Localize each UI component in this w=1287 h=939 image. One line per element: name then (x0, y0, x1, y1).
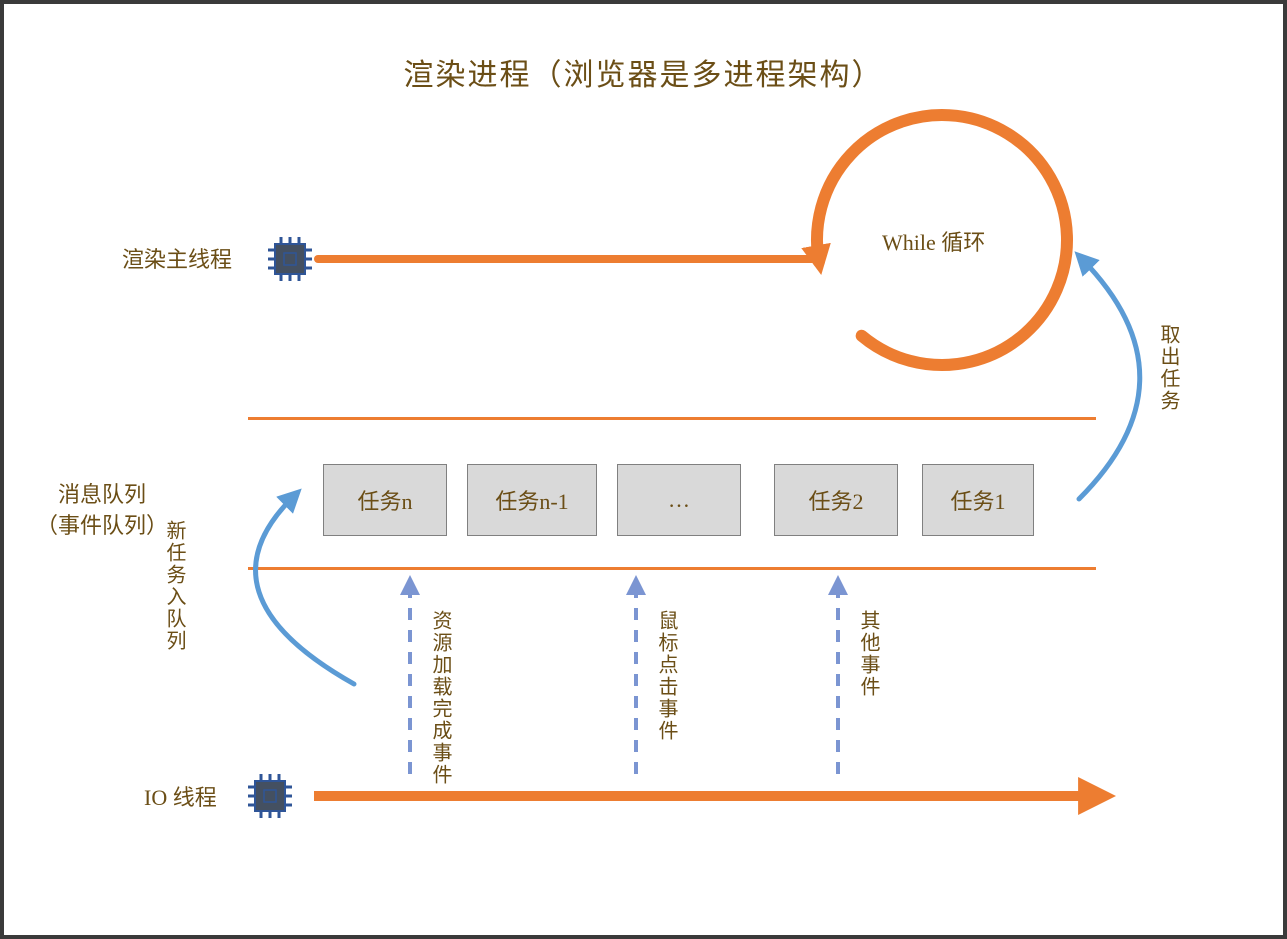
task-box-0: 任务n (323, 464, 447, 536)
task-box-label-2: … (668, 487, 690, 513)
message-queue-label-line1: 消息队列 (58, 482, 146, 507)
task-box-4: 任务1 (922, 464, 1034, 536)
task-box-label-0: 任务n (357, 484, 412, 516)
dequeue-label: 取出任务 (1154, 324, 1183, 412)
message-queue-label: 消息队列 （事件队列） (36, 480, 168, 542)
while-loop-label: While 循环 (882, 228, 985, 259)
main-thread-label: 渲染主线程 (122, 245, 232, 276)
task-box-2: … (617, 464, 741, 536)
enqueue-label: 新任务入队列 (160, 520, 189, 652)
event-label-1: 鼠标点击事件 (652, 610, 681, 742)
task-box-3: 任务2 (774, 464, 898, 536)
diagram-title: 渲染进程（浏览器是多进程架构） (4, 50, 1283, 94)
task-box-label-4: 任务1 (950, 484, 1005, 516)
queue-bottom-line (248, 567, 1096, 570)
event-label-0: 资源加载完成事件 (426, 610, 455, 786)
task-box-label-3: 任务2 (808, 484, 863, 516)
task-box-1: 任务n-1 (467, 464, 597, 536)
task-box-label-1: 任务n-1 (495, 484, 568, 516)
queue-top-line (248, 417, 1096, 420)
diagram-canvas: 渲染进程（浏览器是多进程架构） 渲染主线程 消息队列 （事件队列） 新任务入队列… (0, 0, 1287, 939)
message-queue-label-line2: （事件队列） (36, 513, 168, 538)
io-thread-label: IO 线程 (144, 783, 217, 814)
event-label-2: 其他事件 (854, 610, 883, 698)
